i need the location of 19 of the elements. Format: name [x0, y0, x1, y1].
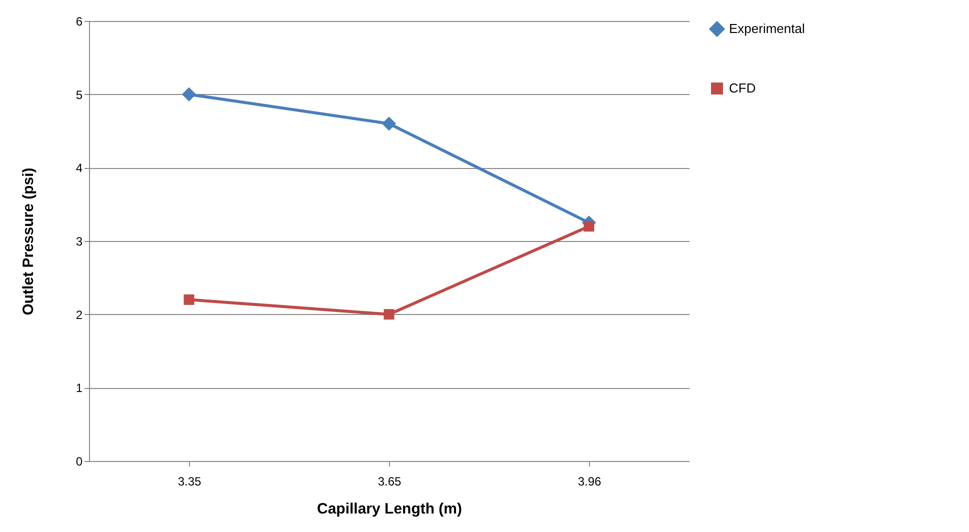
y-tick-label: 3 [76, 234, 83, 248]
x-tick-label: 3.65 [378, 474, 402, 488]
legend-label: Experimental [729, 21, 805, 36]
legend-label: CFD [729, 80, 756, 96]
y-tick-label: 0 [76, 454, 83, 468]
y-tick-label: 4 [76, 161, 83, 176]
point [184, 294, 194, 305]
y-tick-label: 2 [76, 308, 83, 322]
y-tick-label: 1 [76, 381, 83, 396]
x-tick-label: 3.35 [178, 474, 202, 488]
point [384, 309, 394, 320]
y-tick-label: 5 [76, 88, 83, 102]
x-tick-label: 3.96 [578, 474, 602, 488]
point [182, 87, 196, 102]
point [584, 221, 594, 232]
y-axis-title: Outlet Pressure (psi) [20, 168, 37, 316]
point [382, 116, 396, 131]
x-axis-title: Capillary Length (m) [316, 500, 462, 518]
y-tick-label: 6 [76, 14, 83, 28]
